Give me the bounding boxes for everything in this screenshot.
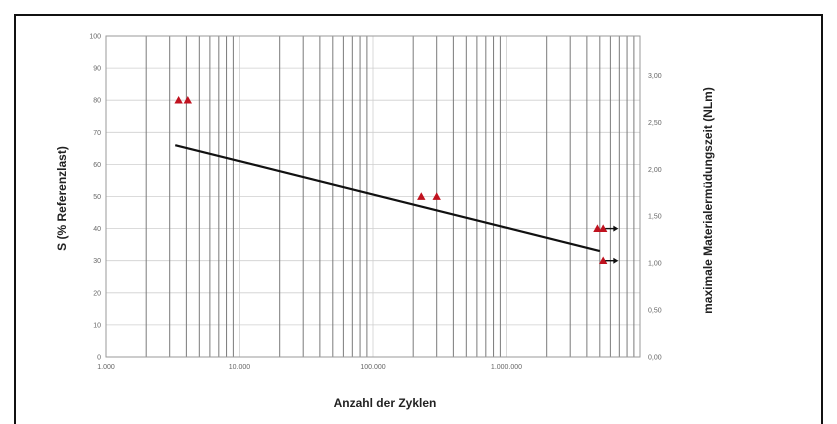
data-point-triangle xyxy=(174,96,183,104)
y-left-tick-label: 10 xyxy=(93,322,101,329)
right-axis: 0,00 0,50 1,00 1,50 2,00 2,50 3,00 xyxy=(648,73,662,362)
data-point-triangle xyxy=(183,96,193,104)
y-axis-right-title: maximale Materialermüdungszeit (NLm) xyxy=(701,87,715,314)
regression-line xyxy=(174,144,601,253)
data-point-triangle xyxy=(598,256,608,265)
y-right-tick-label: 2,00 xyxy=(648,167,662,174)
y-right-tick-label: 2,50 xyxy=(648,120,662,127)
y-left-tick-label: 20 xyxy=(93,290,101,297)
y-left-tick-label: 60 xyxy=(93,162,101,169)
y-left-tick-label: 30 xyxy=(93,258,101,265)
regression-line-layer xyxy=(174,144,601,253)
y-left-tick-label: 80 xyxy=(93,98,101,105)
data-point-triangle xyxy=(598,224,608,232)
data-point-triangle xyxy=(593,224,602,232)
y-left-tick-label: 100 xyxy=(89,34,101,41)
y-right-tick-label: 0,00 xyxy=(648,355,662,362)
x-tick-label: 1.000 xyxy=(97,364,115,371)
y-left-tick-label: 40 xyxy=(93,226,101,233)
chart-frame xyxy=(14,14,823,424)
y-left-tick-label: 70 xyxy=(93,130,101,137)
grid xyxy=(105,35,641,358)
x-tick-label: 1.000.000 xyxy=(491,364,522,371)
data-point-triangle xyxy=(417,192,426,200)
y-left-tick-label: 90 xyxy=(93,66,101,73)
y-left-tick-label: 0 xyxy=(97,355,101,362)
x-axis-title: Anzahl der Zyklen xyxy=(334,396,437,410)
runout-arrow-head xyxy=(613,225,619,232)
fatigue-chart: 0 10 20 30 40 50 60 70 80 90 100 0,00 0,50 1,00 1,50 2… xyxy=(55,34,715,411)
y-right-tick-label: 3,00 xyxy=(648,73,662,80)
runout-arrow-head xyxy=(613,257,619,264)
y-right-tick-label: 1,00 xyxy=(648,261,662,268)
data-points xyxy=(174,96,619,265)
left-axis: 0 10 20 30 40 50 60 70 80 90 100 xyxy=(89,34,101,362)
y-right-tick-label: 0,50 xyxy=(648,308,662,315)
x-tick-label: 100.000 xyxy=(360,364,385,371)
plot-border xyxy=(105,35,641,358)
y-left-tick-label: 50 xyxy=(93,194,101,201)
y-right-tick-label: 1,50 xyxy=(648,214,662,221)
x-tick-label: 10.000 xyxy=(229,364,251,371)
x-axis: 1.000 10.000 100.000 1.000.000 xyxy=(97,364,522,371)
data-point-triangle xyxy=(432,192,441,200)
y-axis-left-title: S (% Referenzlast) xyxy=(55,146,69,251)
